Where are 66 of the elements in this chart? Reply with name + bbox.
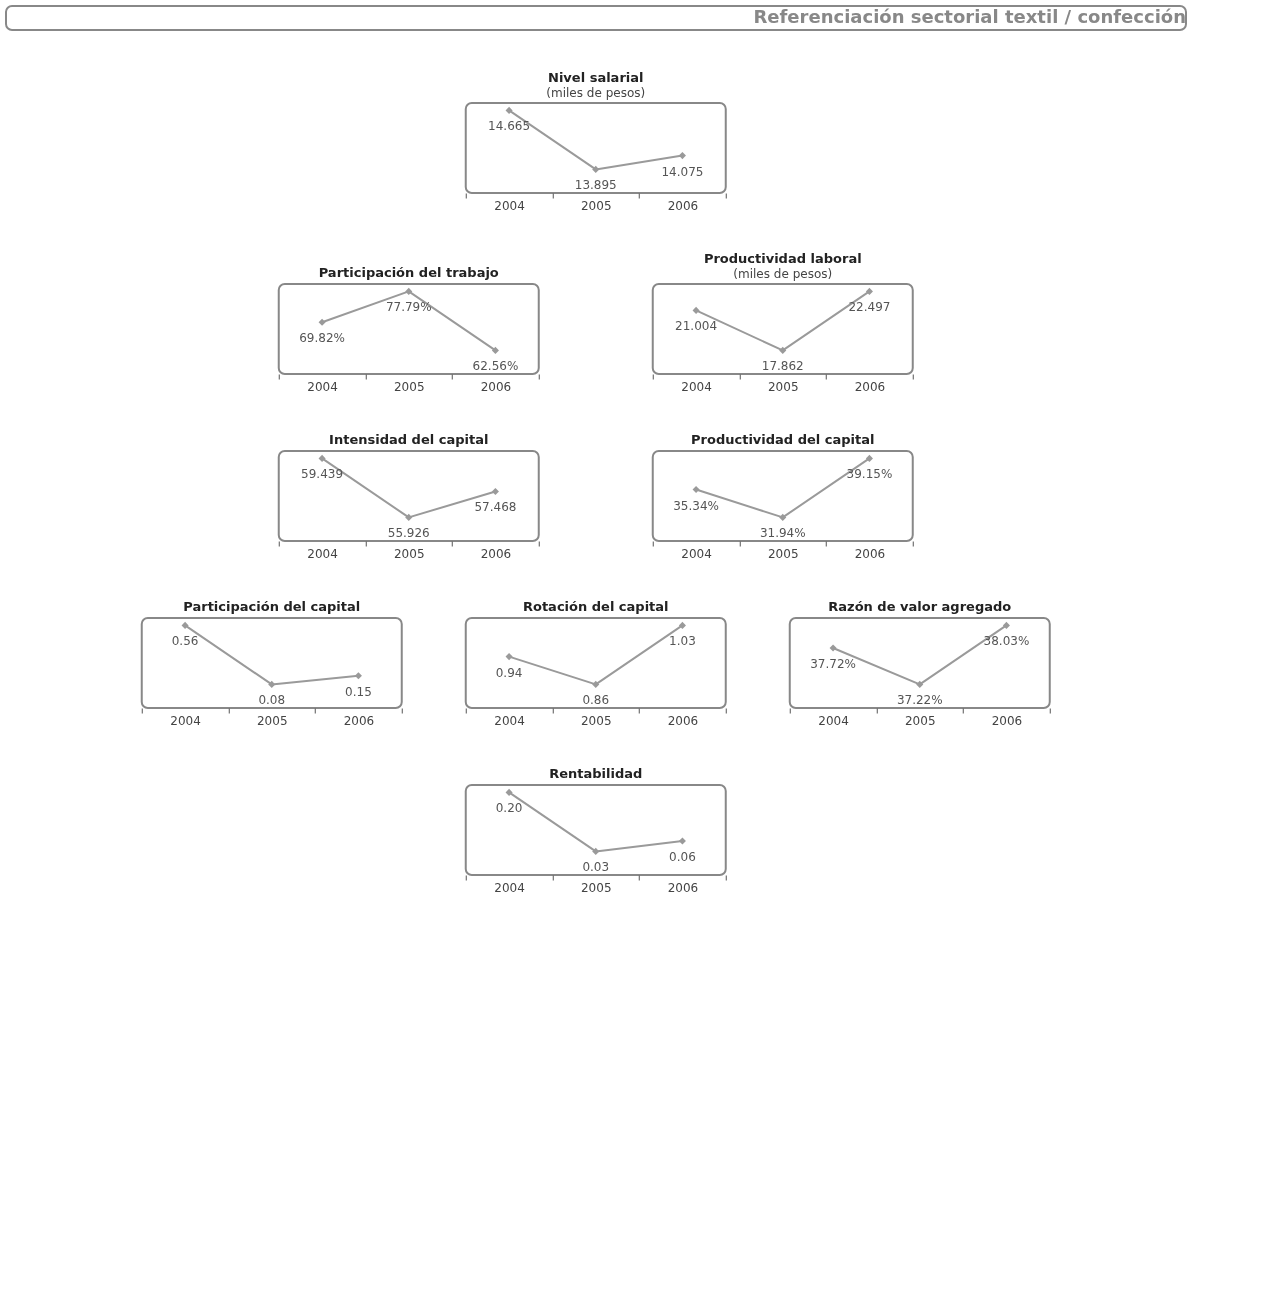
x-tick-label: 2006: [667, 198, 699, 213]
x-tick-label: 2005: [393, 546, 425, 561]
data-label: 57.468: [474, 500, 517, 515]
data-label: 55.926: [387, 526, 430, 541]
x-tick-label: 2005: [767, 379, 799, 394]
data-label: 0.15: [345, 684, 372, 699]
x-tick-label: 2006: [667, 713, 699, 728]
chart-title: Rotación del capital: [522, 599, 669, 614]
x-tick-label: 2005: [767, 546, 799, 561]
chart-subtitle: (miles de pesos): [546, 86, 646, 100]
data-label: 14.665: [488, 119, 531, 134]
x-tick-label: 2005: [580, 198, 612, 213]
x-tick-label: 2004: [681, 379, 712, 394]
chart-subtitle: (miles de pesos): [733, 267, 833, 281]
x-tick-label: 2005: [580, 713, 612, 728]
x-tick-label: 2006: [480, 379, 512, 394]
x-tick-label: 2005: [256, 713, 288, 728]
data-label: 35.34%: [673, 498, 719, 513]
x-tick-label: 2004: [307, 546, 338, 561]
x-tick-label: 2004: [681, 546, 712, 561]
data-label: 31.94%: [759, 526, 806, 541]
x-tick-label: 2004: [818, 713, 849, 728]
data-label: 0.94: [495, 665, 523, 680]
chart-title: Rentabilidad: [549, 766, 643, 781]
data-label: 0.03: [582, 860, 610, 875]
x-tick-label: 2006: [480, 546, 512, 561]
x-tick-label: 2005: [904, 713, 936, 728]
chart-title: Productividad del capital: [691, 432, 875, 447]
data-label: 0.08: [258, 693, 286, 708]
data-label: 37.22%: [896, 693, 943, 708]
data-label: 0.86: [582, 693, 610, 708]
chart-title: Participación del trabajo: [318, 265, 499, 280]
x-tick-label: 2005: [393, 379, 425, 394]
data-label: 69.82%: [299, 331, 345, 346]
data-label: 37.72%: [810, 656, 856, 671]
x-tick-label: 2006: [667, 880, 699, 895]
x-tick-label: 2004: [494, 713, 525, 728]
x-tick-label: 2006: [854, 546, 886, 561]
x-tick-label: 2006: [991, 713, 1023, 728]
x-tick-label: 2006: [854, 379, 886, 394]
data-label: 14.075: [661, 164, 704, 179]
chart-title: Nivel salarial: [548, 70, 644, 85]
x-tick-label: 2005: [580, 880, 612, 895]
x-tick-label: 2004: [170, 713, 201, 728]
text: Referenciación sectorial textil / confección: [753, 6, 1186, 27]
chart-title: Razón de valor agregado: [828, 599, 1012, 614]
x-tick-label: 2004: [307, 379, 338, 394]
data-label: 59.439: [301, 467, 344, 482]
data-label: 13.895: [574, 178, 617, 193]
x-tick-label: 2004: [494, 880, 525, 895]
chart-title: Intensidad del capital: [329, 432, 489, 447]
data-label: 1.03: [669, 634, 696, 649]
data-label: 0.20: [495, 801, 523, 816]
chart-title: Participación del capital: [183, 599, 361, 614]
data-label: 0.56: [171, 634, 199, 649]
data-label: 21.004: [675, 319, 718, 334]
data-label: 22.497: [848, 300, 891, 315]
chart-title: Productividad laboral: [703, 251, 862, 266]
x-tick-label: 2004: [494, 198, 525, 213]
data-label: 0.06: [669, 849, 696, 864]
data-label: 62.56%: [472, 359, 519, 374]
data-label: 77.79%: [385, 300, 432, 315]
data-label: 39.15%: [846, 467, 893, 482]
data-label: 17.862: [761, 359, 804, 374]
data-label: 38.03%: [983, 634, 1030, 649]
x-tick-label: 2006: [343, 713, 375, 728]
